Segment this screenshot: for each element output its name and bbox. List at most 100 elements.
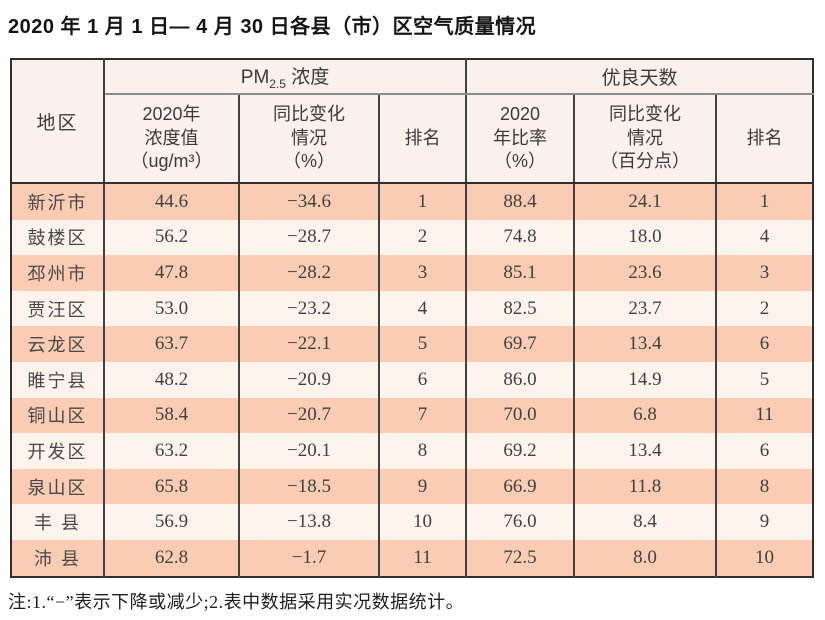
cell-good-change: 23.6 — [574, 255, 717, 291]
cell-good-rate: 86.0 — [466, 361, 575, 398]
table-row: 铜山区 58.4 −20.7 7 70.0 6.8 11 — [11, 397, 814, 434]
header-pm25-group: PM2.5 浓度 — [104, 59, 467, 95]
cell-pm25-rank: 6 — [379, 361, 467, 398]
subheader-good-rate: 2020 年比率 （%） — [466, 94, 575, 184]
cell-good-rank: 8 — [759, 475, 770, 497]
page-title: 2020 年 1 月 1 日— 4 月 30 日各县（市）区空气质量情况 — [8, 16, 537, 38]
cell-good-rate: 69.7 — [466, 326, 575, 362]
cell-good-rate: 76.0 — [466, 504, 575, 540]
cell-pm25-value: 47.8 — [104, 255, 240, 291]
cell-good-rank: 6 — [759, 439, 770, 461]
cell-good-rate: 74.8 — [466, 219, 575, 256]
pm25-label-subscript: 2.5 — [269, 76, 286, 91]
cell-region: 丰 县 — [11, 504, 105, 540]
cell-region: 泉山区 — [11, 468, 105, 505]
subheader-pm25-value: 2020年 浓度值 （ug/m³） — [104, 94, 240, 184]
cell-good-change: 6.8 — [574, 397, 717, 434]
cell-good-change: 14.9 — [574, 361, 717, 398]
subheader-line: 2020年 — [142, 104, 201, 125]
cell-good-rank: 1 — [759, 190, 770, 212]
cell-region: 铜山区 — [11, 397, 105, 434]
cell-pm25-change: −20.7 — [239, 397, 380, 434]
cell-region: 新沂市 — [11, 183, 105, 220]
subheader-good-change: 同比变化 情况 （百分点） — [574, 94, 717, 184]
cell-pm25-rank: 9 — [379, 468, 467, 505]
header-sub-row: 2020年 浓度值 （ug/m³） 同比变化 情况 （%） 排名 2020 年比… — [11, 94, 814, 184]
subheader-line: 情况 — [291, 127, 327, 148]
cell-pm25-rank: 4 — [379, 290, 467, 327]
subheader-line: 同比变化 — [609, 104, 681, 125]
cell-good-rate: 85.1 — [466, 255, 575, 291]
cell-pm25-value: 56.2 — [104, 219, 240, 256]
cell-pm25-value: 44.6 — [104, 183, 240, 220]
cell-region: 睢宁县 — [11, 361, 105, 398]
cell-pm25-change: −34.6 — [239, 183, 380, 220]
cell-pm25-value: 56.9 — [104, 504, 240, 540]
cell-good-rate: 88.4 — [466, 183, 575, 220]
cell-pm25-value: 48.2 — [104, 361, 240, 398]
table-row: 贾汪区 53.0 −23.2 4 82.5 23.7 2 — [11, 290, 814, 327]
pm25-label-rest: 浓度 — [285, 67, 330, 89]
cell-pm25-change: −1.7 — [239, 539, 380, 577]
cell-good-rate: 66.9 — [466, 468, 575, 505]
cell-good-rank: 4 — [759, 226, 770, 248]
table-row: 沛 县 62.8 −1.7 11 72.5 8.0 10 — [11, 539, 814, 577]
cell-good-change: 24.1 — [574, 183, 717, 220]
table-row: 睢宁县 48.2 −20.9 6 86.0 14.9 5 — [11, 361, 814, 398]
cell-good-rank: 9 — [759, 511, 770, 533]
subheader-line: 浓度值 — [144, 127, 199, 148]
cell-pm25-value: 63.2 — [104, 433, 240, 469]
cell-region: 贾汪区 — [11, 290, 105, 327]
cell-pm25-rank: 2 — [379, 219, 467, 256]
cell-pm25-rank: 8 — [379, 433, 467, 469]
subheader-line: 2020 — [499, 104, 541, 125]
header-group-row: 地区 PM2.5 浓度 优良天数 — [11, 59, 814, 184]
cell-pm25-rank: 5 — [379, 326, 467, 362]
cell-good-rank: 10 — [755, 546, 774, 568]
cell-pm25-value: 62.8 — [104, 539, 240, 577]
table-row: 云龙区 63.7 −22.1 5 69.7 13.4 6 — [11, 326, 814, 362]
cell-good-rate: 72.5 — [466, 539, 575, 577]
cell-pm25-rank: 7 — [379, 397, 467, 434]
cell-good-change: 13.4 — [574, 433, 717, 469]
subheader-line: （百分点） — [600, 151, 690, 172]
subheader-line: （%） — [282, 151, 335, 172]
cell-pm25-value: 63.7 — [104, 326, 240, 362]
cell-good-change: 11.8 — [574, 468, 717, 505]
cell-good-rank: 6 — [759, 333, 770, 355]
table-row: 新沂市 44.6 −34.6 1 88.4 24.1 1 — [11, 183, 814, 220]
cell-good-rate: 69.2 — [466, 433, 575, 469]
cell-pm25-value: 58.4 — [104, 397, 240, 434]
subheader-line: 排名 — [404, 127, 441, 148]
cell-pm25-change: −28.7 — [239, 219, 380, 256]
cell-pm25-rank: 3 — [379, 255, 467, 291]
subheader-good-rank: 排名 — [716, 94, 814, 184]
cell-pm25-change: −18.5 — [239, 468, 380, 505]
table-row: 泉山区 65.8 −18.5 9 66.9 11.8 8 — [11, 468, 814, 505]
header-region: 地区 — [11, 59, 105, 184]
cell-pm25-rank: 11 — [379, 539, 467, 577]
cell-pm25-change: −20.1 — [239, 433, 380, 469]
cell-pm25-rank: 1 — [379, 183, 467, 220]
cell-pm25-change: −28.2 — [239, 255, 380, 291]
cell-good-rank: 3 — [759, 261, 770, 283]
cell-region: 云龙区 — [11, 326, 105, 362]
subheader-line: （ug/m³） — [130, 151, 213, 172]
air-quality-table: 地区 PM2.5 浓度 优良天数 2020年 浓度值 （ug/m³） 同比变化 … — [10, 58, 815, 578]
subheader-line: 同比变化 — [273, 104, 345, 125]
cell-pm25-value: 53.0 — [104, 290, 240, 327]
subheader-line: （%） — [493, 151, 546, 172]
cell-good-change: 18.0 — [574, 219, 717, 256]
cell-pm25-change: −22.1 — [239, 326, 380, 362]
cell-good-change: 8.4 — [574, 504, 717, 540]
cell-good-rank: 11 — [755, 404, 774, 426]
table-row: 开发区 63.2 −20.1 8 69.2 13.4 6 — [11, 433, 814, 469]
cell-region: 邳州市 — [11, 255, 105, 291]
subheader-line: 排名 — [746, 127, 783, 148]
cell-good-rate: 70.0 — [466, 397, 575, 434]
subheader-line: 情况 — [627, 127, 663, 148]
cell-region: 鼓楼区 — [11, 219, 105, 256]
cell-region: 开发区 — [11, 433, 105, 469]
table-row: 鼓楼区 56.2 −28.7 2 74.8 18.0 4 — [11, 219, 814, 256]
